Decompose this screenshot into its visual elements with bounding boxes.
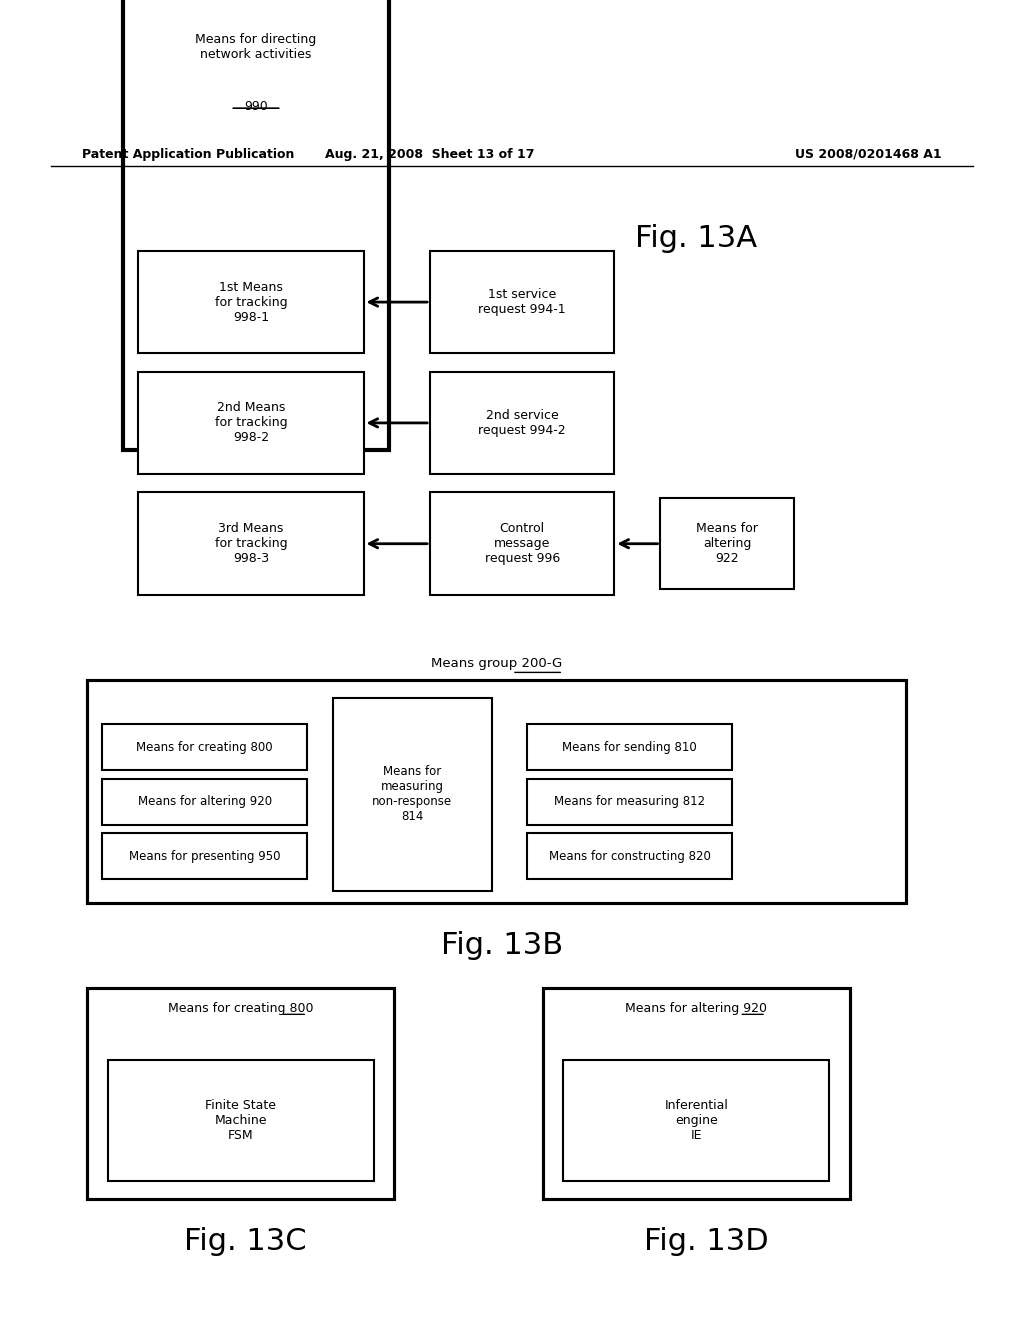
- Text: Finite State
Machine
FSM: Finite State Machine FSM: [205, 1100, 276, 1142]
- Text: Means for constructing 820: Means for constructing 820: [549, 850, 711, 862]
- FancyBboxPatch shape: [102, 833, 307, 879]
- FancyBboxPatch shape: [430, 251, 614, 354]
- Text: Means for creating 800: Means for creating 800: [136, 741, 273, 754]
- Text: Fig. 13B: Fig. 13B: [440, 931, 563, 960]
- Text: Means for directing
network activities: Means for directing network activities: [196, 33, 316, 61]
- FancyBboxPatch shape: [527, 833, 732, 879]
- FancyBboxPatch shape: [527, 725, 732, 771]
- FancyBboxPatch shape: [527, 779, 732, 825]
- FancyBboxPatch shape: [138, 492, 364, 595]
- Text: Control
message
request 996: Control message request 996: [484, 523, 560, 565]
- FancyBboxPatch shape: [333, 698, 492, 891]
- Text: Fig. 13D: Fig. 13D: [644, 1228, 769, 1255]
- Text: Fig. 13A: Fig. 13A: [635, 224, 758, 253]
- Text: Means for
measuring
non-response
814: Means for measuring non-response 814: [372, 766, 453, 824]
- Text: Aug. 21, 2008  Sheet 13 of 17: Aug. 21, 2008 Sheet 13 of 17: [326, 148, 535, 161]
- Text: Inferential
engine
IE: Inferential engine IE: [665, 1100, 728, 1142]
- Text: Means for presenting 950: Means for presenting 950: [129, 850, 281, 862]
- FancyBboxPatch shape: [543, 987, 850, 1199]
- Text: 1st Means
for tracking
998-1: 1st Means for tracking 998-1: [215, 281, 287, 323]
- Text: Means for altering 920: Means for altering 920: [138, 795, 271, 808]
- FancyBboxPatch shape: [138, 251, 364, 354]
- FancyBboxPatch shape: [123, 0, 389, 450]
- Text: Means for altering 920: Means for altering 920: [626, 1002, 767, 1015]
- Text: 2nd Means
for tracking
998-2: 2nd Means for tracking 998-2: [215, 401, 287, 445]
- FancyBboxPatch shape: [87, 680, 906, 903]
- FancyBboxPatch shape: [430, 492, 614, 595]
- Text: Means for
altering
922: Means for altering 922: [696, 523, 758, 565]
- Text: Means for measuring 812: Means for measuring 812: [554, 795, 706, 808]
- FancyBboxPatch shape: [102, 779, 307, 825]
- FancyBboxPatch shape: [660, 499, 794, 589]
- FancyBboxPatch shape: [102, 725, 307, 771]
- Text: Means group 200-G: Means group 200-G: [431, 657, 562, 671]
- Text: 1st service
request 994-1: 1st service request 994-1: [478, 288, 566, 315]
- FancyBboxPatch shape: [87, 987, 394, 1199]
- Text: Means for creating 800: Means for creating 800: [168, 1002, 313, 1015]
- Text: 2nd service
request 994-2: 2nd service request 994-2: [478, 409, 566, 437]
- Text: 3rd Means
for tracking
998-3: 3rd Means for tracking 998-3: [215, 523, 287, 565]
- FancyBboxPatch shape: [108, 1060, 374, 1181]
- Text: 990: 990: [244, 100, 268, 112]
- Text: Fig. 13C: Fig. 13C: [184, 1228, 307, 1255]
- FancyBboxPatch shape: [430, 371, 614, 474]
- Text: Patent Application Publication: Patent Application Publication: [82, 148, 294, 161]
- Text: Means for sending 810: Means for sending 810: [562, 741, 697, 754]
- FancyBboxPatch shape: [563, 1060, 829, 1181]
- Text: US 2008/0201468 A1: US 2008/0201468 A1: [796, 148, 942, 161]
- FancyBboxPatch shape: [138, 371, 364, 474]
